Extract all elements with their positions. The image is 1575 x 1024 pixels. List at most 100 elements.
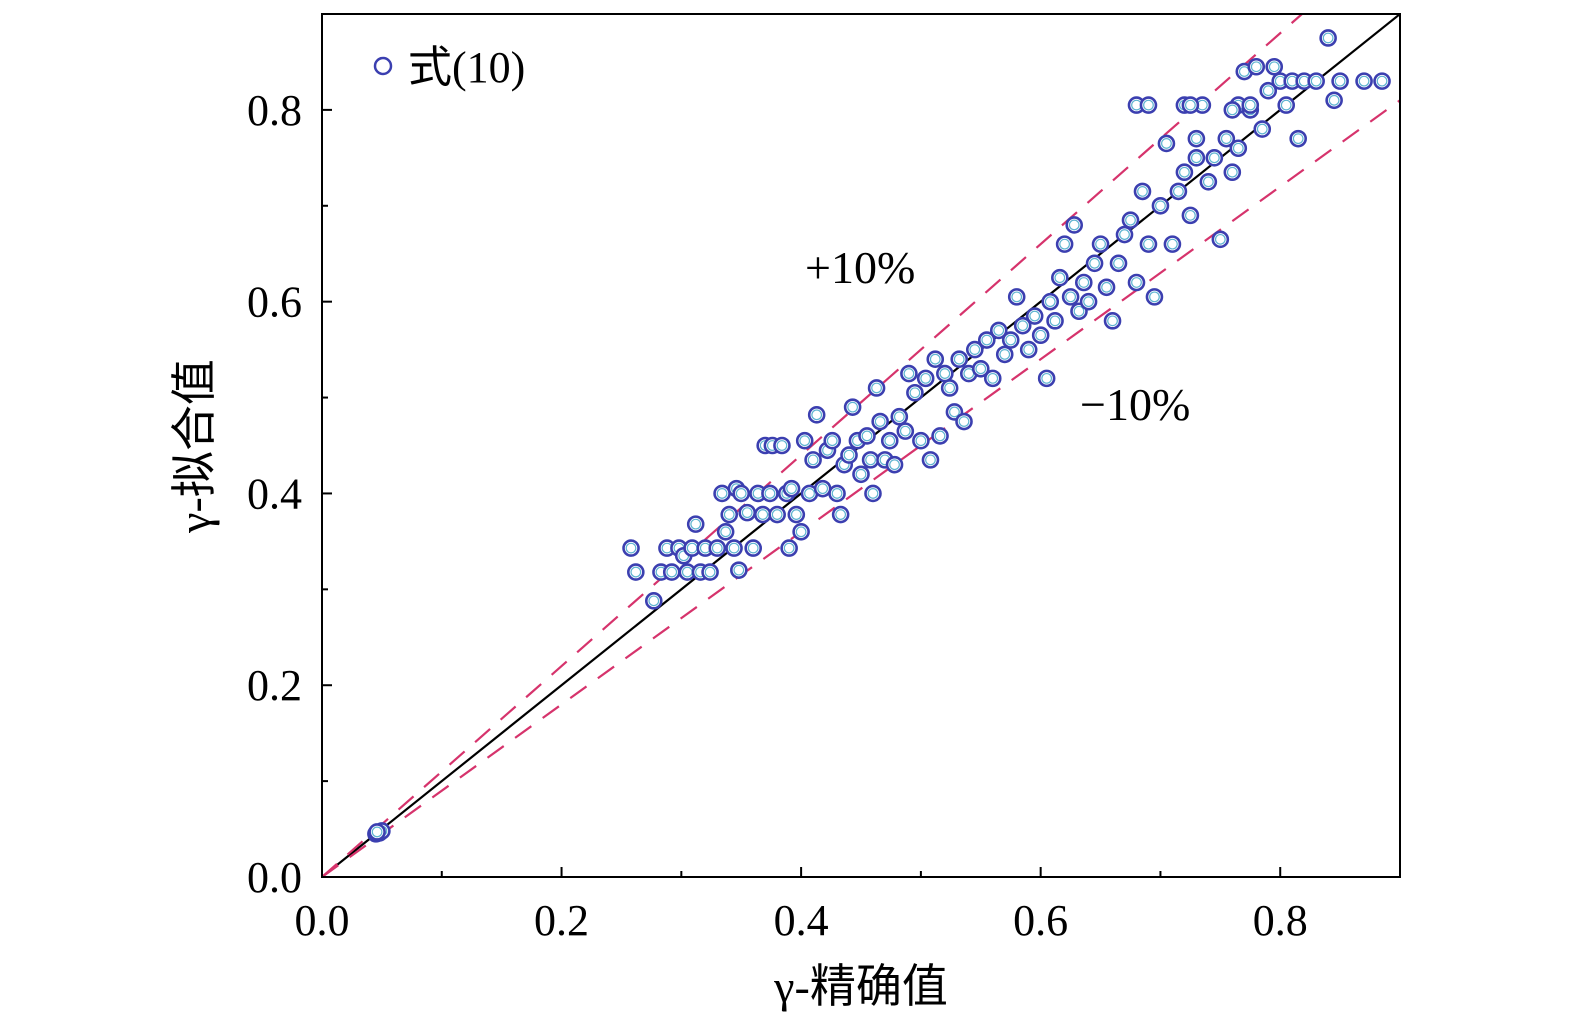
data-point-inner-ring [893, 411, 905, 423]
data-point-inner-ring [733, 564, 745, 576]
data-point-inner-ring [826, 435, 838, 447]
data-point-inner-ring [925, 454, 936, 466]
data-point-inner-ring [690, 518, 702, 530]
data-point-inner-ring [741, 507, 753, 519]
data-point-inner-ring [1005, 334, 1017, 346]
data-point-inner-ring [625, 542, 637, 554]
data-point-inner-ring [871, 382, 882, 394]
data-point-inner-ring [1143, 238, 1154, 250]
data-point-inner-ring [1113, 257, 1124, 269]
data-point-inner-ring [1184, 99, 1196, 111]
data-point-inner-ring [704, 566, 716, 578]
data-point-inner-ring [804, 488, 815, 499]
data-point-inner-ring [981, 334, 993, 346]
data-point-inner-ring [1044, 296, 1056, 308]
data-point-inner-ring [1143, 99, 1154, 111]
annotation-minus-10: −10% [1080, 379, 1190, 430]
data-point-inner-ring [771, 509, 783, 520]
data-point-inner-ring [1244, 99, 1256, 111]
y-tick-label: 0.8 [247, 86, 302, 135]
data-point-inner-ring [847, 401, 859, 413]
y-tick-label: 0.0 [247, 853, 302, 902]
plot-frame [321, 13, 1401, 878]
data-point-inner-ring [723, 509, 735, 520]
data-point-inner-ring [1068, 219, 1080, 231]
data-point-inner-ring [1250, 61, 1262, 73]
data-point-inner-ring [953, 353, 965, 365]
data-point-inner-ring [817, 483, 829, 495]
data-point-inner-ring [1208, 152, 1220, 164]
data-point-inner-ring [975, 363, 987, 375]
data-point-inner-ring [939, 368, 951, 379]
data-point-inner-ring [735, 488, 747, 499]
band-line-2 [322, 99, 1400, 877]
data-point-inner-ring [1029, 310, 1041, 322]
data-point-inner-ring [993, 325, 1005, 336]
data-point-inner-ring [1214, 233, 1226, 245]
data-point-inner-ring [371, 826, 383, 838]
data-point-inner-ring [958, 416, 970, 427]
data-point-inner-ring [929, 353, 941, 365]
data-point-inner-ring [1334, 75, 1346, 87]
axis-ticks: 0.0 0.2 0.4 0.6 0.8 0.0 0.2 0.4 0.6 0.8 [247, 86, 1308, 945]
data-point-inner-ring [1149, 291, 1160, 303]
data-point-inner-ring [1232, 142, 1244, 154]
y-axis-title: γ-拟合值 [169, 359, 220, 534]
data-point-inner-ring [1178, 166, 1190, 178]
data-point-inner-ring [861, 430, 873, 442]
data-markers [367, 29, 1391, 843]
data-point-inner-ring [1131, 277, 1142, 288]
data-point-inner-ring [969, 344, 981, 356]
data-point-inner-ring [920, 372, 932, 384]
data-point-inner-ring [874, 416, 886, 427]
x-tick-label: 0.0 [295, 896, 350, 945]
data-point-inner-ring [987, 372, 999, 384]
data-point-inner-ring [764, 488, 776, 499]
data-point-inner-ring [799, 435, 811, 447]
data-point-inner-ring [666, 566, 678, 578]
data-point-inner-ring [1173, 185, 1184, 197]
data-point-inner-ring [865, 454, 876, 466]
data-point-inner-ring [1095, 238, 1106, 250]
data-point-inner-ring [1256, 123, 1268, 135]
x-tick-label: 0.8 [1253, 896, 1308, 945]
data-point-inner-ring [909, 387, 921, 399]
data-point-inner-ring [1078, 277, 1090, 288]
x-axis-title: γ-精确值 [773, 961, 948, 1012]
data-point-inner-ring [999, 349, 1011, 360]
data-point-inner-ring [776, 440, 788, 451]
data-point-inner-ring [1358, 75, 1370, 87]
legend-label: 式(10) [408, 43, 525, 92]
data-point-inner-ring [648, 595, 660, 607]
data-point-inner-ring [1083, 296, 1094, 308]
data-point-inner-ring [728, 542, 740, 554]
data-point-inner-ring [811, 409, 823, 421]
data-point-inner-ring [1262, 85, 1274, 97]
data-point-inner-ring [1035, 329, 1047, 341]
data-point-inner-ring [1280, 99, 1292, 111]
data-point-inner-ring [1190, 133, 1202, 145]
data-point-inner-ring [903, 368, 915, 379]
data-point-inner-ring [630, 566, 642, 578]
data-point-inner-ring [1137, 185, 1148, 197]
data-point-inner-ring [831, 488, 843, 499]
data-point-inner-ring [1054, 272, 1066, 284]
data-point-inner-ring [1292, 133, 1304, 145]
band-line-1 [322, 14, 1304, 877]
data-point-inner-ring [1073, 305, 1085, 317]
x-tick-label: 0.6 [1013, 896, 1068, 945]
data-point-inner-ring [716, 488, 728, 499]
data-point-inner-ring [867, 488, 879, 499]
y-tick-label: 0.6 [247, 278, 302, 327]
data-point-inner-ring [1184, 209, 1196, 221]
data-point-inner-ring [1107, 315, 1118, 327]
data-point-inner-ring [783, 542, 795, 554]
data-point-inner-ring [1119, 229, 1130, 240]
data-point-inner-ring [1268, 61, 1280, 73]
data-point-inner-ring [711, 542, 723, 554]
data-point-inner-ring [843, 449, 855, 461]
data-point-inner-ring [1125, 214, 1136, 226]
data-point-inner-ring [786, 483, 797, 495]
data-point-inner-ring [1220, 133, 1232, 145]
data-point-inner-ring [757, 509, 769, 520]
